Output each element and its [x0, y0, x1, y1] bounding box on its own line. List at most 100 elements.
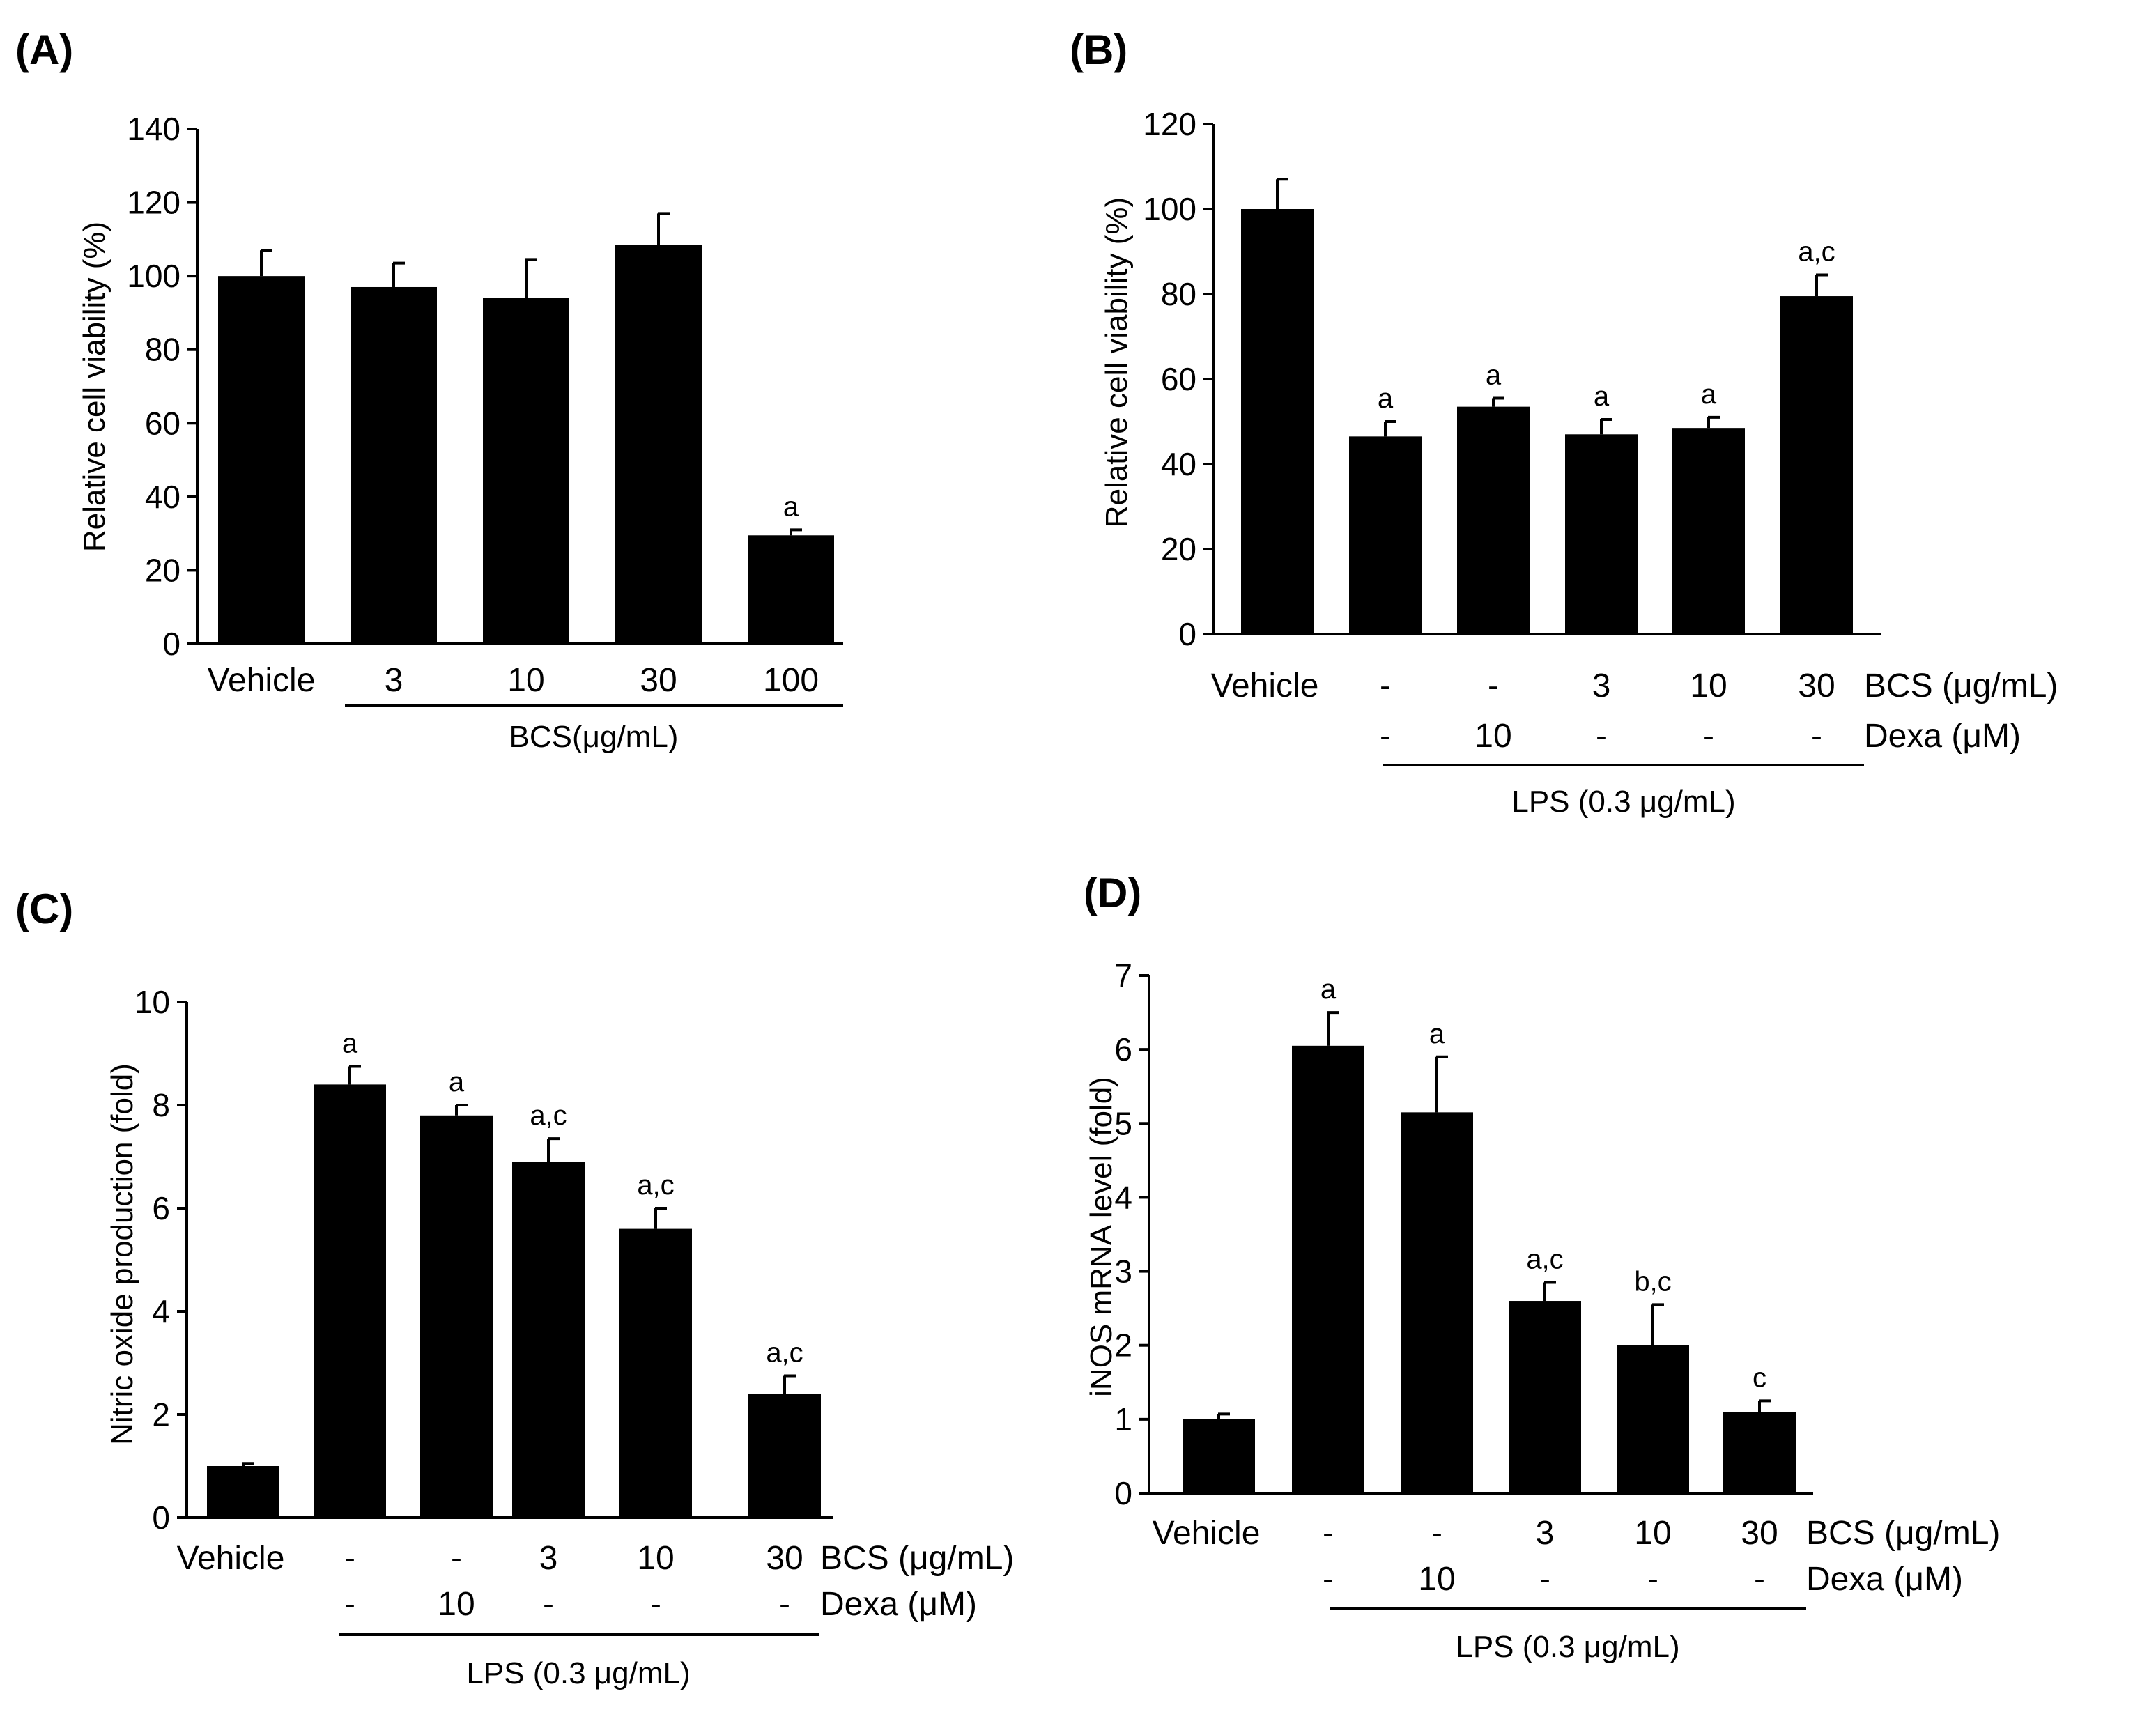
x-tick-label: - — [1380, 718, 1391, 755]
bar — [420, 1115, 493, 1518]
x-tick-label: - — [779, 1586, 790, 1623]
significance-label: a — [1320, 974, 1337, 1005]
x-tick-label: - — [1323, 1561, 1334, 1598]
x-tick-label: 10 — [507, 662, 544, 699]
significance-label: a,c — [766, 1338, 803, 1368]
bar — [351, 286, 437, 644]
y-axis-label: Relative cell viability (%) — [1100, 197, 1134, 527]
x-tick-label: 10 — [1690, 668, 1727, 704]
y-tick-label: 40 — [1161, 446, 1196, 482]
bar — [1183, 1419, 1255, 1493]
row-label: Dexa (μM) — [820, 1586, 977, 1623]
panel-label: (D) — [1084, 870, 1141, 916]
row-label: BCS (μg/mL) — [1806, 1515, 2000, 1552]
x-tick-label: 10 — [438, 1586, 475, 1623]
bar — [1241, 209, 1314, 634]
bar — [483, 298, 569, 644]
y-tick-label: 40 — [145, 479, 180, 515]
bar — [1565, 434, 1638, 634]
y-axis-label: Nitric oxide production (fold) — [105, 1063, 139, 1445]
y-tick-label: 2 — [152, 1396, 170, 1433]
x-tick-label: - — [1811, 718, 1822, 755]
x-tick-label: - — [1754, 1561, 1765, 1598]
significance-label: a — [342, 1028, 358, 1059]
y-tick-label: 0 — [1114, 1475, 1132, 1511]
y-tick-label: 6 — [1114, 1031, 1132, 1067]
group-label: BCS(μg/mL) — [509, 720, 679, 754]
bar — [1349, 436, 1422, 634]
panel-label: (A) — [15, 26, 73, 73]
significance-label: c — [1753, 1362, 1766, 1393]
bar — [748, 535, 834, 644]
x-tick-label: - — [451, 1540, 462, 1577]
bar — [1457, 406, 1530, 634]
bar — [1672, 428, 1745, 634]
x-tick-label: 30 — [640, 662, 677, 699]
panel-3: (C) 0 2 4 6 8 10 Nitric oxide production (fold)… — [15, 886, 1014, 1690]
y-tick-label: 20 — [145, 552, 180, 588]
bar — [218, 276, 305, 645]
x-tick-label: - — [1647, 1561, 1658, 1598]
group-label: LPS (0.3 μg/mL) — [1511, 785, 1735, 819]
x-tick-label: - — [1431, 1515, 1442, 1552]
y-tick-label: 4 — [1114, 1179, 1132, 1215]
x-tick-label: - — [543, 1586, 554, 1623]
significance-label: a,c — [530, 1100, 567, 1131]
row-label: Dexa (μM) — [1864, 718, 2021, 755]
y-tick-label: 3 — [1114, 1254, 1132, 1290]
x-tick-label: 3 — [1536, 1515, 1555, 1552]
panel-2: (B) 0 20 40 60 80 100 120 Relative cell viabilit… — [1070, 26, 2058, 819]
x-tick-label: 10 — [1418, 1561, 1455, 1598]
x-tick-label: Vehicle — [1153, 1515, 1261, 1552]
y-tick-label: 5 — [1114, 1105, 1132, 1141]
panel-1: (A) 0 20 40 60 80 100 120 140 Relative cell viabi… — [15, 26, 843, 754]
significance-label: a — [1429, 1019, 1445, 1049]
x-tick-label: - — [344, 1586, 355, 1623]
bar — [1780, 296, 1853, 634]
panel-4: (D) 0 1 2 3 4 5 6 7 iNOS mRNA level (fold) a a a,c b,… — [1084, 870, 2000, 1664]
significance-label: a,c — [1526, 1244, 1563, 1274]
significance-label: a — [1378, 383, 1394, 414]
x-tick-label: - — [344, 1540, 355, 1577]
row-label: BCS (μg/mL) — [820, 1540, 1014, 1577]
y-tick-label: 80 — [1161, 276, 1196, 312]
x-tick-label: 10 — [1474, 718, 1511, 755]
bar — [615, 245, 702, 644]
y-tick-label: 7 — [1114, 957, 1132, 994]
y-tick-label: 100 — [1143, 191, 1196, 227]
y-axis-label: Relative cell viability (%) — [77, 222, 111, 552]
bar — [1401, 1112, 1473, 1493]
x-tick-label: - — [1380, 668, 1391, 704]
x-tick-label: - — [1488, 668, 1499, 704]
x-tick-label: - — [650, 1586, 661, 1623]
bar — [619, 1228, 692, 1518]
y-tick-label: 6 — [152, 1190, 170, 1226]
y-tick-label: 120 — [127, 185, 180, 221]
significance-label: a,c — [1798, 237, 1835, 268]
y-tick-label: 2 — [1114, 1327, 1132, 1364]
x-tick-label: - — [1596, 718, 1607, 755]
panel-label: (C) — [15, 886, 73, 932]
x-tick-label: Vehicle — [177, 1540, 285, 1577]
significance-label: a — [1594, 381, 1610, 412]
significance-label: a,c — [637, 1170, 674, 1201]
x-tick-label: 30 — [766, 1540, 803, 1577]
y-tick-label: 20 — [1161, 531, 1196, 567]
y-tick-label: 0 — [1178, 616, 1196, 652]
x-tick-label: Vehicle — [1211, 668, 1319, 704]
x-tick-label: 100 — [763, 662, 819, 699]
y-tick-label: 100 — [127, 258, 180, 294]
y-axis-label: iNOS mRNA level (fold) — [1084, 1077, 1118, 1397]
bar — [1509, 1301, 1581, 1493]
x-tick-label: 30 — [1798, 668, 1835, 704]
y-tick-label: 1 — [1114, 1401, 1132, 1437]
group-label: LPS (0.3 μg/mL) — [1456, 1630, 1679, 1664]
bar — [1723, 1412, 1796, 1493]
y-tick-label: 10 — [134, 984, 170, 1020]
x-tick-label: 3 — [539, 1540, 558, 1577]
significance-label: a — [1701, 379, 1717, 410]
x-tick-label: 30 — [1741, 1515, 1778, 1552]
y-tick-label: 0 — [162, 626, 180, 662]
significance-label: b,c — [1634, 1266, 1671, 1297]
